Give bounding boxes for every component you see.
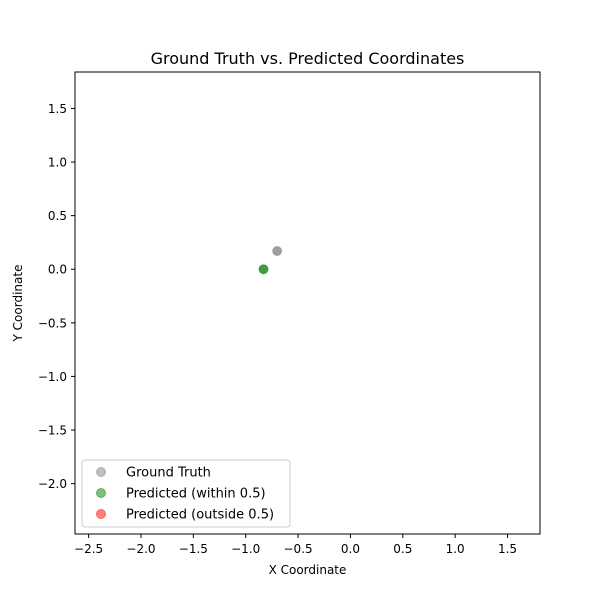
legend-marker (96, 509, 106, 519)
y-tick-label: −2.0 (38, 477, 67, 491)
legend-entry-label: Ground Truth (126, 466, 211, 481)
legend-entry-label: Predicted (outside 0.5) (126, 508, 274, 523)
x-tick-label: 1.5 (498, 542, 517, 556)
y-axis-ticks: 1.5 1.0 0.5 0.0 −0.5 −1.0 −1.5 −2.0 (38, 102, 75, 491)
y-tick-label: 0.5 (48, 209, 67, 223)
legend: Ground Truth Predicted (within 0.5) Predic… (81, 459, 291, 528)
y-tick-label: −1.0 (38, 370, 67, 384)
plot-area: −2.5 −2.0 −1.5 −1.0 −0.5 0.0 0.5 1.0 1.5 1.5 1.0 0… (38, 71, 541, 556)
legend-marker (96, 488, 106, 498)
x-tick-label: −0.5 (284, 542, 313, 556)
chart-title: Ground Truth vs. Predicted Coordinates (151, 49, 465, 68)
x-tick-label: 1.0 (446, 542, 465, 556)
y-tick-label: 0.0 (48, 263, 67, 277)
y-tick-label: 1.0 (48, 156, 67, 170)
y-axis-label: Y Coordinate (11, 265, 25, 343)
x-tick-label: −1.0 (231, 542, 260, 556)
x-axis-ticks: −2.5 −2.0 −1.5 −1.0 −0.5 0.0 0.5 1.0 1.5 (74, 534, 517, 556)
x-axis-label: X Coordinate (269, 563, 347, 577)
legend-box (81, 459, 291, 528)
x-tick-label: −2.0 (126, 542, 155, 556)
legend-entry-label: Predicted (within 0.5) (126, 487, 266, 502)
data-point-ground-truth-overlay (272, 246, 282, 256)
x-tick-label: −2.5 (74, 542, 103, 556)
plot-frame (74, 71, 541, 535)
x-tick-label: 0.0 (341, 542, 360, 556)
data-points (258, 246, 283, 275)
data-point-predicted-overlay (259, 264, 269, 274)
y-tick-label: 1.5 (48, 102, 67, 116)
y-tick-label: −1.5 (38, 424, 67, 438)
legend-marker (96, 467, 106, 477)
x-tick-label: 0.5 (393, 542, 412, 556)
x-tick-label: −1.5 (179, 542, 208, 556)
y-tick-label: −0.5 (38, 316, 67, 330)
